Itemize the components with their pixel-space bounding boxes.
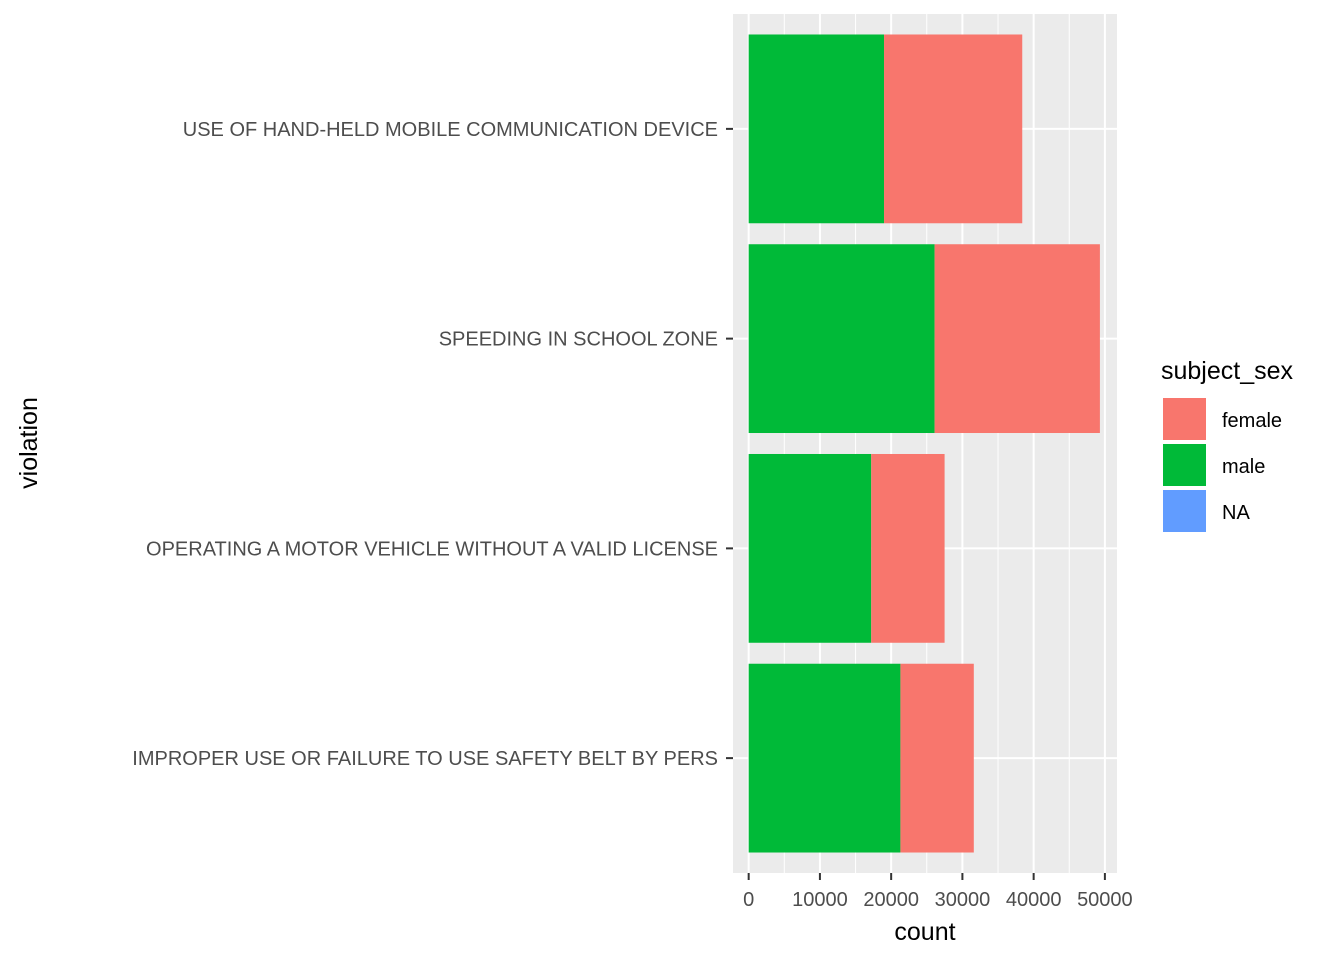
bar-male [748,663,901,853]
x-axis-title: count [894,918,955,946]
y-tick-label: OPERATING A MOTOR VEHICLE WITHOUT A VALI… [146,538,718,560]
legend-key-na [1163,490,1206,532]
bar-female [884,34,1023,224]
bar-male [748,34,885,224]
legend-key-male [1163,444,1206,486]
bar-male [748,244,935,434]
y-axis-title: violation [15,397,43,489]
x-tick-label: 30000 [935,889,991,911]
x-tick-label: 50000 [1077,889,1133,911]
legend-label: male [1222,456,1265,478]
x-tick-label: 20000 [863,889,919,911]
legend-key-female [1163,398,1206,440]
bar-male [748,453,872,643]
x-tick-label: 40000 [1006,889,1062,911]
y-tick-label: SPEEDING IN SCHOOL ZONE [439,329,718,351]
legend-label: NA [1222,502,1250,524]
bars [748,34,1100,853]
bar-female [934,244,1100,434]
y-tick-label: IMPROPER USE OR FAILURE TO USE SAFETY BE… [132,748,718,770]
y-axis: USE OF HAND-HELD MOBILE COMMUNICATION DE… [132,119,733,770]
y-tick-label: USE OF HAND-HELD MOBILE COMMUNICATION DE… [183,119,718,141]
x-tick-label: 0 [743,889,754,911]
bar-female [871,453,945,643]
x-axis: 0 10000 20000 30000 40000 50000 [743,873,1133,911]
bar-female [900,663,974,853]
legend-label: female [1222,410,1282,432]
x-tick-label: 10000 [792,889,848,911]
legend: subject_sex female male NA [1161,357,1294,532]
legend-title: subject_sex [1161,357,1294,385]
